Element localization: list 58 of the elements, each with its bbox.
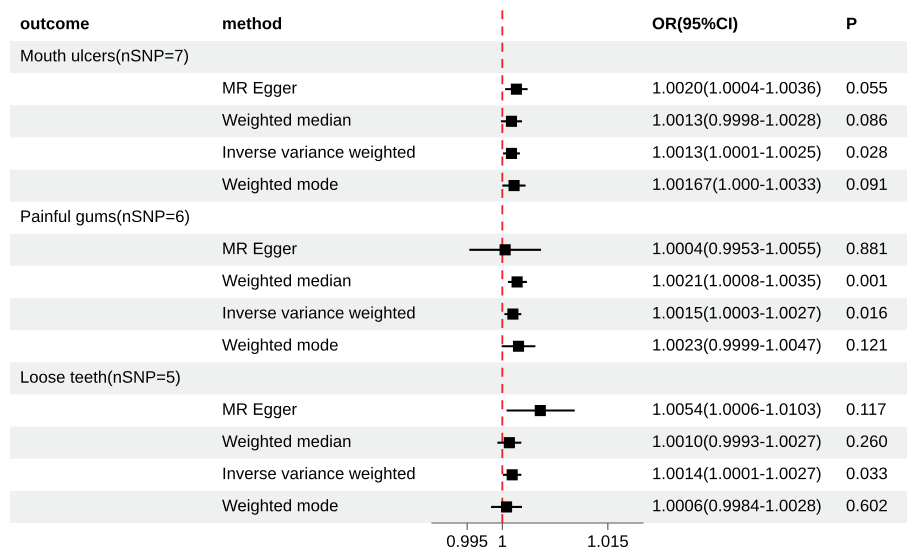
- text: 0.086: [846, 114, 887, 126]
- point: [506, 148, 518, 159]
- point: [534, 404, 546, 416]
- y-tick-label: Weighted median: [222, 114, 350, 130]
- y-tick-label: Inverse variance weighted: [224, 306, 415, 322]
- x-tick-label: 1: [498, 535, 506, 547]
- x-tick-label: 0.995: [446, 535, 488, 548]
- y-tick-label: Inverse variance weighted: [224, 467, 415, 483]
- text: 0.033: [846, 467, 887, 480]
- text: 0.028: [846, 146, 887, 158]
- point: [500, 244, 511, 256]
- text: outcome: [20, 18, 89, 30]
- y-tick-label: Weighted median: [222, 434, 350, 450]
- x-tick-label: 1.015: [588, 535, 628, 548]
- data-label: 1.00167(1.000-1.0033): [653, 178, 821, 194]
- text: OR(95%CI): [652, 17, 738, 33]
- data-label: 1.0013(1.0001-1.0025): [653, 146, 821, 162]
- point: [512, 276, 523, 288]
- y-tick-label: Weighted median: [222, 274, 350, 290]
- data-label: 1.0006(0.9984-1.0028): [653, 499, 821, 515]
- point: [508, 180, 520, 192]
- y-tick-label: Weighted mode: [222, 178, 338, 194]
- text: 0.602: [846, 500, 887, 512]
- y-tick-label: Weighted mode: [222, 499, 338, 515]
- data-label: 1.0014(1.0001-1.0027): [653, 467, 821, 483]
- data-label: 1.0020(1.0004-1.0036): [653, 81, 821, 97]
- point: [510, 84, 522, 95]
- text: method: [223, 17, 282, 30]
- data-label: 1.0015(1.0003-1.0027): [653, 306, 821, 322]
- data-label: 1.0023(0.9999-1.0047): [653, 338, 821, 354]
- y-tick-label: Inverse variance weighted: [224, 146, 415, 162]
- text: Loose teeth(nSNP=5): [21, 370, 180, 386]
- y-tick-label: MR Egger: [223, 242, 297, 258]
- text: 0.117: [846, 403, 886, 415]
- text: 0.121: [846, 338, 887, 351]
- point: [506, 116, 518, 127]
- data-label: 1.0010(0.9993-1.0027): [653, 434, 821, 450]
- text: 0.001: [846, 274, 887, 286]
- text: Mouth ulcers(nSNP=7): [21, 49, 188, 65]
- point: [506, 469, 518, 480]
- data-label: 1.0013(0.9998-1.0028): [653, 114, 821, 130]
- text: P: [847, 18, 857, 30]
- text: 0.260: [846, 435, 888, 448]
- text: 0.055: [846, 82, 888, 94]
- data-label: 1.0004(0.9953-1.0055): [653, 242, 821, 258]
- data-label: 1.0021(1.0008-1.0035): [653, 274, 821, 290]
- point: [512, 340, 524, 352]
- y-tick-label: MR Egger: [223, 403, 297, 418]
- text: 0.881: [846, 242, 887, 254]
- point: [500, 501, 512, 512]
- point: [507, 308, 518, 320]
- y-tick-label: Weighted mode: [222, 338, 338, 354]
- text: Painful gums(nSNP=6): [21, 210, 189, 226]
- y-tick-label: MR Egger: [223, 82, 297, 97]
- text: 0.091: [846, 178, 887, 190]
- point: [504, 437, 515, 448]
- text: 0.016: [846, 306, 887, 319]
- data-label: 1.0054(1.0006-1.0103): [653, 402, 821, 418]
